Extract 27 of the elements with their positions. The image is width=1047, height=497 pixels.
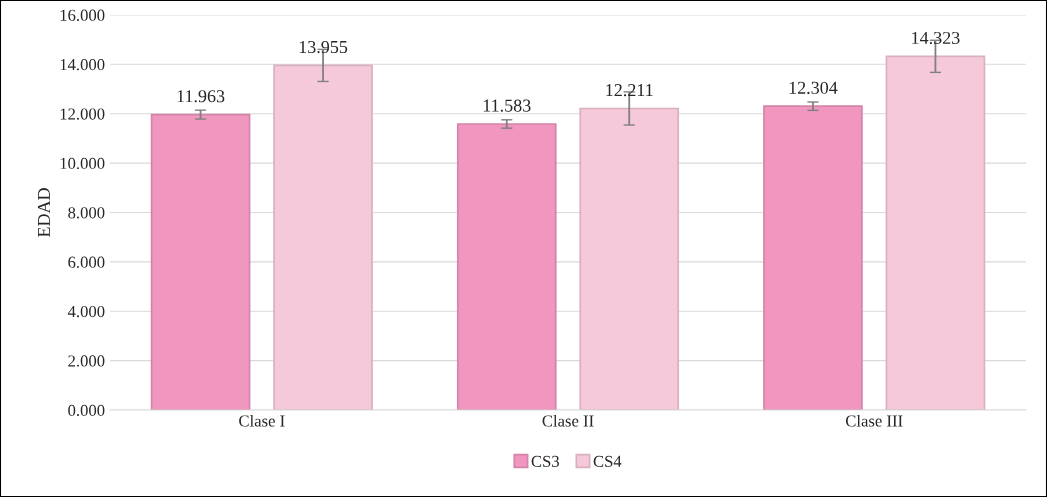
y-tick-label: 4.000 bbox=[67, 305, 105, 318]
data-label: 14.323 bbox=[912, 31, 960, 45]
y-tick-label: 2.000 bbox=[68, 355, 105, 367]
x-tick-label: Clase III bbox=[845, 414, 903, 427]
data-label: 12.304 bbox=[789, 81, 838, 94]
bar bbox=[456, 123, 557, 411]
bar bbox=[273, 64, 373, 411]
y-tick-label: 10.000 bbox=[60, 157, 105, 170]
y-tick-label: 14.000 bbox=[60, 59, 105, 71]
data-label: 11.583 bbox=[483, 99, 531, 112]
legend-label: CS4 bbox=[593, 455, 622, 467]
data-label: 12.211 bbox=[606, 84, 653, 97]
bar bbox=[763, 105, 863, 411]
y-tick-label: 12.000 bbox=[60, 108, 105, 120]
bar bbox=[150, 113, 251, 411]
data-label: 13.955 bbox=[299, 40, 348, 54]
y-tick-label: 6.000 bbox=[68, 256, 105, 268]
y-tick-label: 8.000 bbox=[68, 207, 105, 219]
x-tick-label: Clase I bbox=[239, 414, 285, 427]
y-tick-label: 0.000 bbox=[68, 404, 105, 417]
data-label: 11.963 bbox=[177, 90, 225, 103]
legend-label: CS3 bbox=[531, 455, 560, 467]
bar bbox=[579, 107, 680, 411]
y-axis-title: EDAD bbox=[37, 188, 50, 238]
y-tick-label: 16.000 bbox=[60, 9, 105, 21]
x-tick-label: Clase II bbox=[542, 414, 594, 427]
bar bbox=[885, 55, 986, 411]
